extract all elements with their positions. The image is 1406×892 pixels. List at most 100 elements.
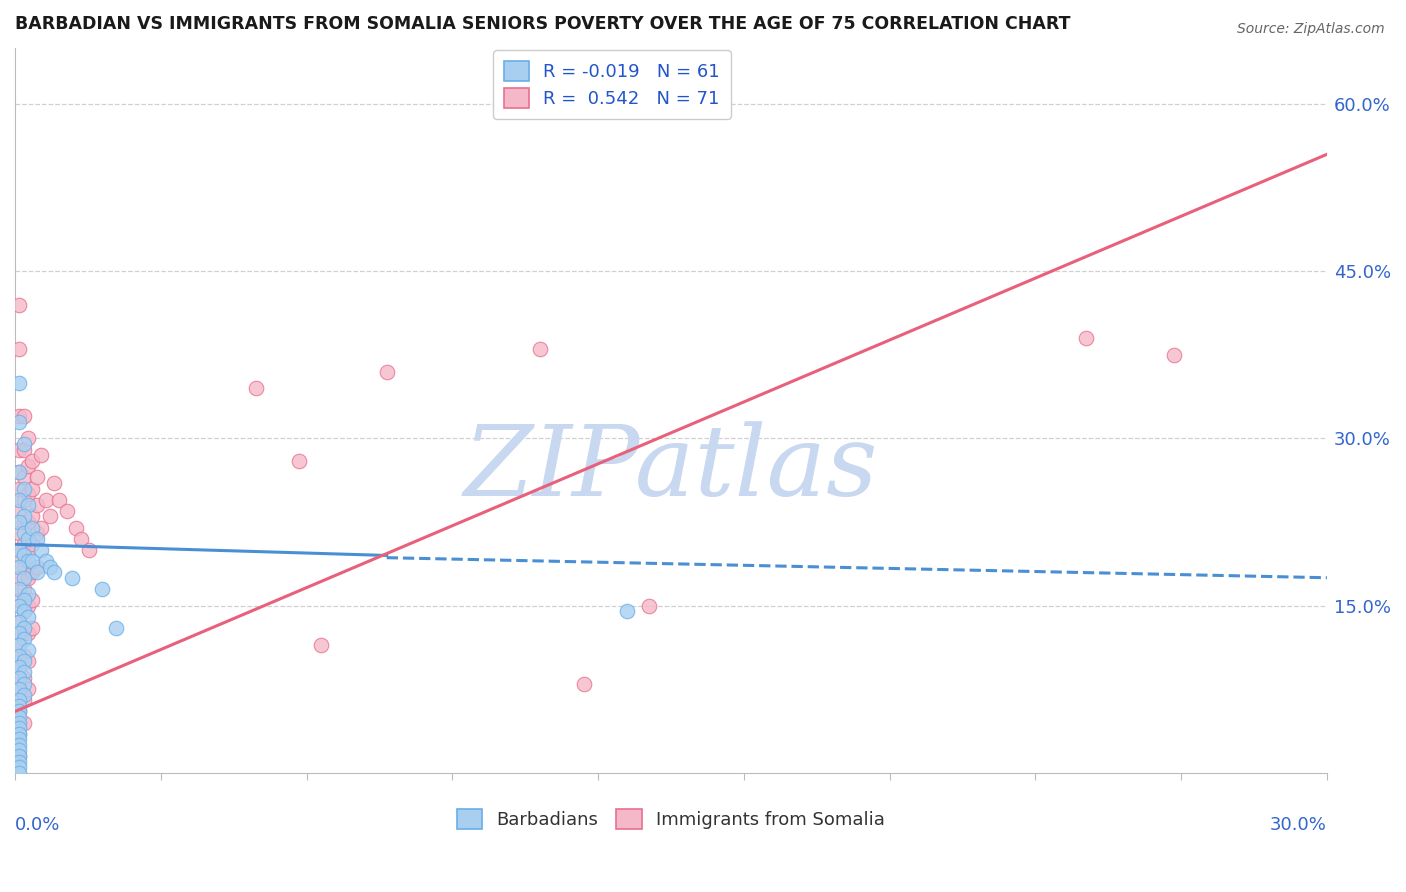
Point xyxy=(8,542,31,557)
Point xyxy=(8,738,31,752)
Point xyxy=(13,515,35,529)
Point xyxy=(13,582,35,596)
Point xyxy=(17,542,39,557)
Point xyxy=(13,537,35,551)
Point xyxy=(8,465,31,479)
Point xyxy=(13,526,35,541)
Point xyxy=(13,492,35,507)
Point xyxy=(91,582,114,596)
Point xyxy=(529,343,551,357)
Point xyxy=(1163,348,1185,362)
Point xyxy=(8,615,31,630)
Point xyxy=(8,743,31,757)
Point xyxy=(25,532,48,546)
Point xyxy=(8,765,31,780)
Point xyxy=(13,470,35,484)
Text: 0.0%: 0.0% xyxy=(15,816,60,834)
Text: ZIPatlas: ZIPatlas xyxy=(464,421,879,516)
Point xyxy=(8,755,31,769)
Point xyxy=(13,648,35,663)
Point xyxy=(8,526,31,541)
Point xyxy=(8,376,31,390)
Point xyxy=(13,482,35,496)
Point xyxy=(34,492,56,507)
Point xyxy=(39,559,62,574)
Point xyxy=(8,760,31,774)
Point xyxy=(65,520,87,534)
Point xyxy=(8,549,31,563)
Point xyxy=(13,409,35,424)
Point xyxy=(21,454,44,468)
Text: 30.0%: 30.0% xyxy=(1270,816,1327,834)
Point xyxy=(8,638,31,652)
Point xyxy=(21,537,44,551)
Point xyxy=(104,621,127,635)
Point xyxy=(8,559,31,574)
Point xyxy=(13,671,35,685)
Point xyxy=(39,509,62,524)
Point xyxy=(8,582,31,596)
Point xyxy=(13,676,35,690)
Point xyxy=(245,381,267,395)
Point xyxy=(8,648,31,663)
Point xyxy=(13,654,35,668)
Text: BARBADIAN VS IMMIGRANTS FROM SOMALIA SENIORS POVERTY OVER THE AGE OF 75 CORRELAT: BARBADIAN VS IMMIGRANTS FROM SOMALIA SEN… xyxy=(15,15,1070,33)
Point xyxy=(21,565,44,579)
Point xyxy=(8,442,31,457)
Point xyxy=(8,465,31,479)
Point xyxy=(13,604,35,618)
Point xyxy=(13,442,35,457)
Point xyxy=(8,749,31,764)
Point xyxy=(8,721,31,735)
Point xyxy=(8,660,31,674)
Point xyxy=(8,727,31,741)
Point xyxy=(17,587,39,601)
Point xyxy=(8,660,31,674)
Point xyxy=(44,476,66,491)
Point xyxy=(8,715,31,730)
Point xyxy=(21,509,44,524)
Point xyxy=(8,482,31,496)
Point xyxy=(17,498,39,512)
Point xyxy=(69,532,91,546)
Point xyxy=(572,676,595,690)
Point xyxy=(8,298,31,312)
Point xyxy=(17,432,39,446)
Point xyxy=(1076,331,1098,345)
Point xyxy=(21,621,44,635)
Point xyxy=(8,749,31,764)
Point xyxy=(17,599,39,613)
Point xyxy=(13,688,35,702)
Point xyxy=(17,609,39,624)
Point xyxy=(13,632,35,646)
Point xyxy=(21,593,44,607)
Point xyxy=(8,732,31,747)
Point xyxy=(13,593,35,607)
Point xyxy=(17,571,39,585)
Point xyxy=(8,626,31,640)
Point xyxy=(13,693,35,707)
Point xyxy=(309,638,332,652)
Point xyxy=(25,526,48,541)
Point xyxy=(17,643,39,657)
Point xyxy=(8,492,31,507)
Point xyxy=(48,492,70,507)
Point xyxy=(13,665,35,680)
Point xyxy=(44,565,66,579)
Point xyxy=(288,454,311,468)
Point xyxy=(21,520,44,534)
Point xyxy=(8,727,31,741)
Point xyxy=(375,365,398,379)
Point xyxy=(8,682,31,697)
Point xyxy=(30,448,52,462)
Point xyxy=(13,604,35,618)
Point xyxy=(21,482,44,496)
Point xyxy=(8,705,31,719)
Point xyxy=(13,437,35,451)
Point xyxy=(17,532,39,546)
Point xyxy=(25,559,48,574)
Point xyxy=(30,542,52,557)
Point xyxy=(8,343,31,357)
Point xyxy=(8,698,31,713)
Point xyxy=(8,571,31,585)
